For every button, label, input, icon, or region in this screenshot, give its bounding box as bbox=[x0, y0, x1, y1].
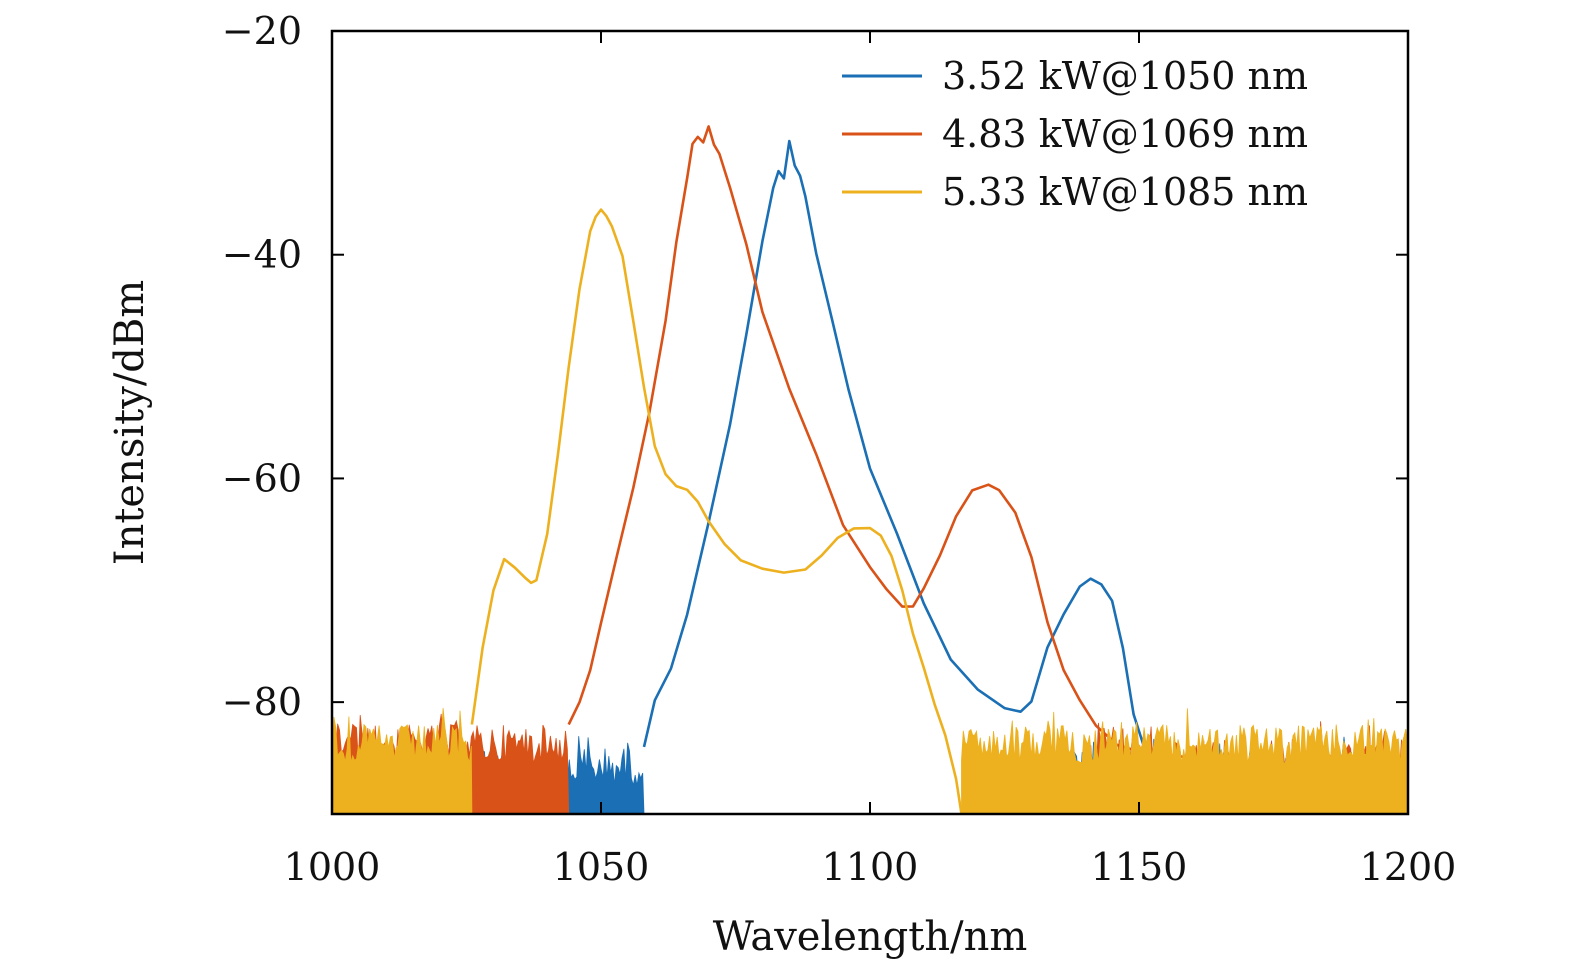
series-1-line bbox=[642, 139, 1409, 782]
data-layer bbox=[331, 125, 1409, 815]
x-tick-label: 1000 bbox=[284, 845, 381, 889]
legend-label-series-3: 5.33 kW@1085 nm bbox=[942, 170, 1308, 214]
y-tick-label: −60 bbox=[222, 456, 302, 500]
legend-label-series-1: 3.52 kW@1050 nm bbox=[942, 54, 1308, 98]
x-tick-label: 1150 bbox=[1091, 845, 1188, 889]
x-axis-label: Wavelength/nm bbox=[713, 914, 1028, 960]
series-3-trail-noise bbox=[961, 708, 1409, 815]
legend: 3.52 kW@1050 nm 4.83 kW@1069 nm 5.33 kW@… bbox=[842, 54, 1308, 214]
y-tick-label: −40 bbox=[222, 233, 302, 277]
legend-label-series-2: 4.83 kW@1069 nm bbox=[942, 112, 1308, 156]
x-tick-label: 1200 bbox=[1360, 845, 1457, 889]
y-tick-label: −20 bbox=[222, 9, 302, 53]
x-tick-label: 1050 bbox=[553, 845, 650, 889]
series-3-noise-floor bbox=[331, 708, 473, 815]
x-tick-label: 1100 bbox=[822, 845, 919, 889]
series-2-line bbox=[567, 125, 1409, 777]
series-3-line bbox=[470, 208, 963, 815]
axis-ticks: 1000 1050 1100 1150 1200 −20 −40 −60 −80 bbox=[222, 9, 1457, 889]
y-tick-label: −80 bbox=[222, 680, 302, 724]
y-axis-label: Intensity/dBm bbox=[107, 280, 153, 565]
